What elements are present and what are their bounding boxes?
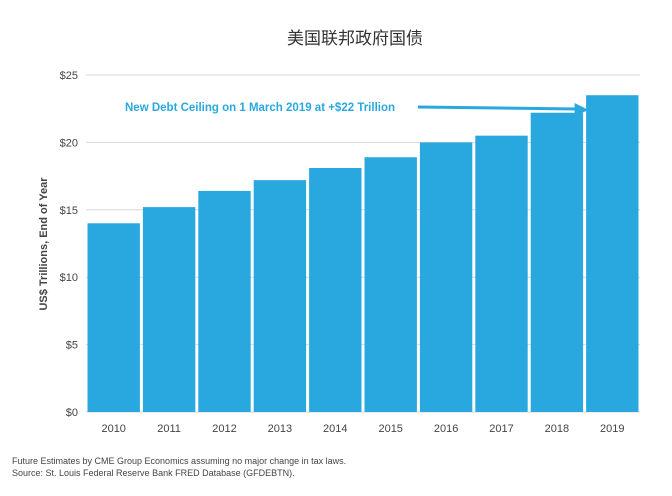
bar bbox=[142, 207, 196, 412]
bar bbox=[364, 157, 417, 412]
footnote-source: Source: St. Louis Federal Reserve Bank F… bbox=[12, 468, 295, 478]
bar bbox=[198, 190, 251, 412]
bar bbox=[586, 95, 639, 412]
x-tick-label: 2015 bbox=[378, 423, 402, 435]
footnote-estimates: Future Estimates by CME Group Economics … bbox=[12, 456, 347, 466]
y-tick-label: $15 bbox=[60, 205, 78, 217]
x-tick-label: 2014 bbox=[323, 423, 347, 435]
bar bbox=[309, 168, 362, 412]
y-tick-label: $5 bbox=[66, 340, 78, 352]
x-tick-label: 2013 bbox=[268, 423, 292, 435]
bar bbox=[87, 223, 140, 412]
x-tick-label: 2011 bbox=[157, 423, 181, 435]
annotation-arrow bbox=[417, 105, 577, 111]
x-tick-label: 2018 bbox=[545, 423, 569, 435]
bar bbox=[530, 112, 584, 412]
bar bbox=[419, 142, 473, 412]
annotation-arrowhead bbox=[574, 103, 589, 116]
x-tick-label: 2019 bbox=[600, 423, 624, 435]
x-tick-label: 2016 bbox=[434, 423, 458, 435]
x-tick-label: 2012 bbox=[212, 423, 236, 435]
bar bbox=[253, 180, 307, 412]
y-tick-label: $0 bbox=[66, 407, 78, 419]
x-tick-label: 2017 bbox=[489, 423, 513, 435]
x-tick-label: 2010 bbox=[101, 423, 125, 435]
bar bbox=[475, 135, 528, 412]
y-tick-label: $25 bbox=[60, 70, 78, 82]
y-tick-label: $20 bbox=[60, 137, 78, 149]
y-tick-label: $10 bbox=[60, 272, 78, 284]
chart-title: 美国联邦政府国债 bbox=[287, 29, 423, 49]
annotation-text: New Debt Ceiling on 1 March 2019 at +$22… bbox=[125, 102, 395, 114]
y-axis-label: US$ Trillions, End of Year bbox=[38, 177, 50, 311]
